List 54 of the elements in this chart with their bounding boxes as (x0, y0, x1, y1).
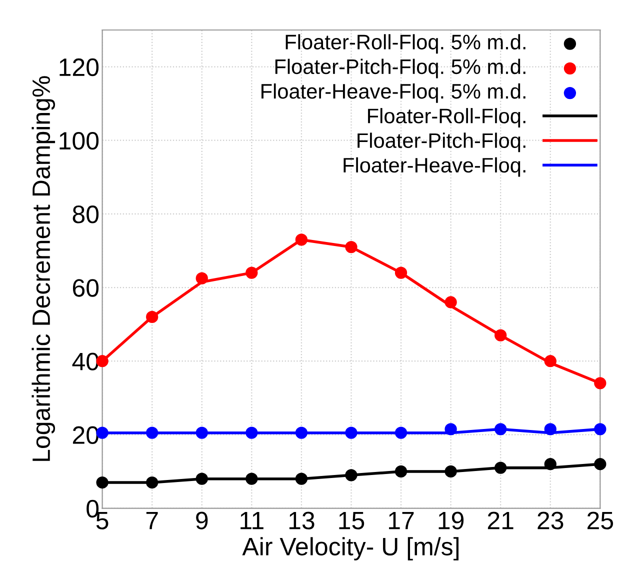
x-tick-label: 17 (389, 512, 414, 530)
legend-label: Floater-Roll-Floq. 5% m.d. (286, 34, 526, 54)
y-tick-label: 60 (72, 279, 99, 297)
point (394, 426, 408, 439)
point (246, 426, 258, 439)
x-tick-label: 13 (289, 512, 314, 530)
point (295, 426, 308, 439)
x-tick-label: 9 (196, 512, 208, 530)
x-tick-label: 11 (240, 512, 264, 530)
point (295, 234, 308, 246)
point (544, 458, 556, 470)
point (544, 423, 556, 436)
x-tick-label: 23 (538, 512, 564, 530)
legend-label: Floater-Heave-Floq. 5% m.d. (262, 83, 526, 103)
point (544, 355, 556, 368)
point (246, 266, 258, 279)
point (494, 329, 507, 342)
point (146, 476, 158, 489)
point (594, 423, 606, 436)
y-tick-label: 120 (60, 58, 99, 76)
legend-label: Floater-Pitch-Floq. (358, 132, 526, 152)
y-tick-label: 0 (86, 500, 99, 518)
x-tick-label: 25 (588, 512, 614, 530)
y-axis-title: Logarithmic Decrement Damping% (32, 76, 56, 461)
point (345, 426, 358, 439)
point (295, 472, 308, 485)
point (96, 476, 108, 489)
point (146, 310, 158, 324)
point (494, 462, 507, 474)
point (394, 266, 408, 279)
point (196, 472, 208, 485)
x-axis-title: Air Velocity- U [m/s] (242, 537, 458, 560)
legend-label: Floater-Pitch-Floq. 5% m.d. (275, 58, 526, 78)
point (196, 426, 208, 439)
point (594, 458, 606, 470)
point (345, 469, 358, 482)
point (444, 465, 457, 478)
x-tick-label: 15 (339, 512, 364, 530)
y-tick-label: 80 (72, 206, 99, 224)
point (246, 472, 258, 485)
point (394, 465, 408, 478)
point (444, 423, 457, 436)
point (146, 426, 158, 439)
point (444, 296, 457, 308)
x-tick-label: 19 (438, 512, 464, 530)
point (494, 423, 507, 436)
point (196, 272, 208, 284)
point (345, 240, 358, 254)
point (594, 377, 606, 390)
x-tick-label: 7 (146, 512, 158, 530)
legend-label: Floater-Roll-Floq. (368, 108, 526, 128)
y-tick-label: 100 (60, 132, 99, 150)
x-tick-label: 21 (488, 512, 514, 530)
legend-label: Floater-Heave-Floq. (344, 157, 526, 177)
